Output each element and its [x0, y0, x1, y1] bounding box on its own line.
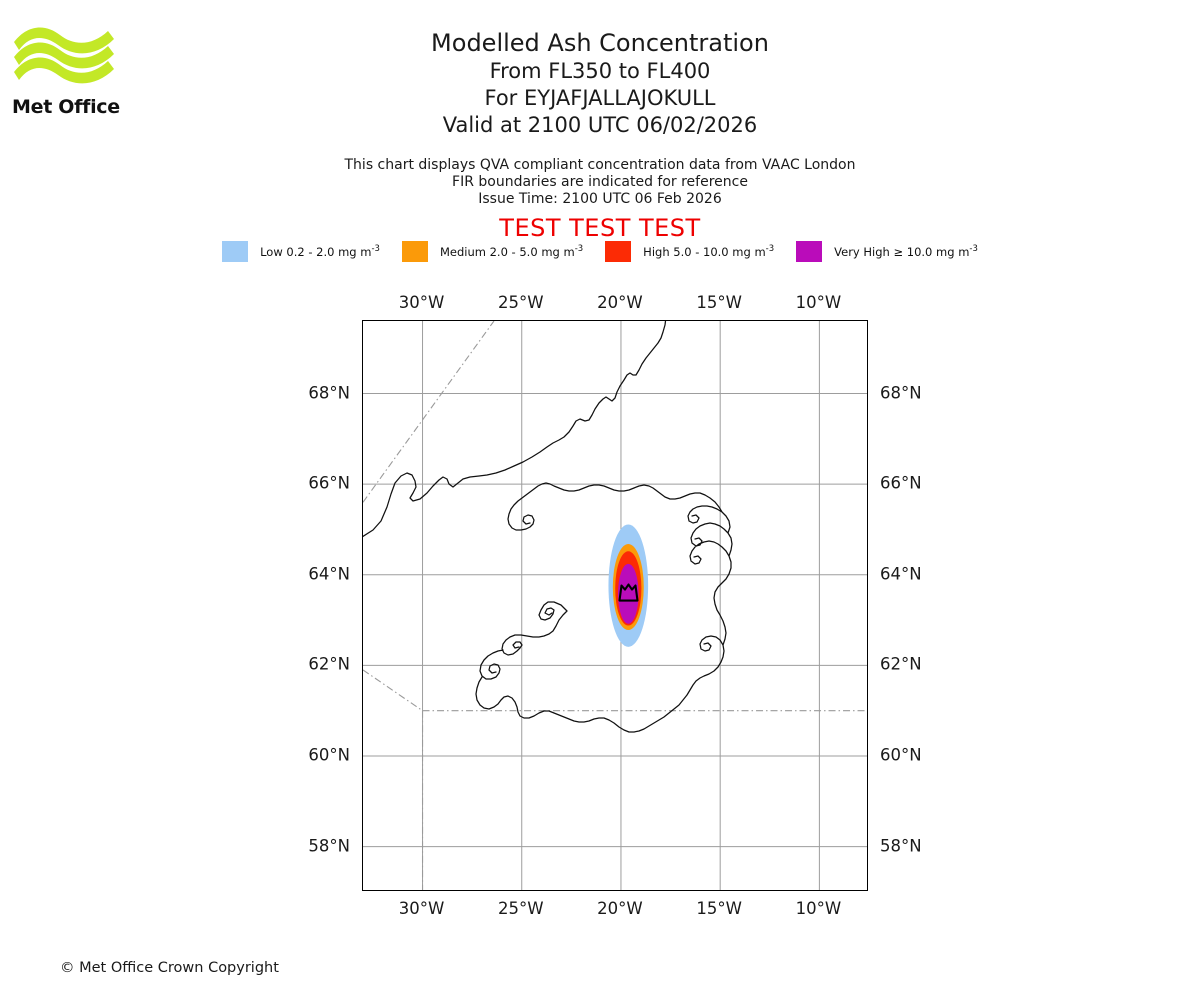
lon-tick-top-1: 25°W — [497, 293, 544, 312]
lat-tick-left-0: 58°N — [308, 836, 350, 856]
ash-plume-contours — [608, 524, 649, 647]
met-office-waves-logo-icon — [14, 27, 114, 84]
legend-label-very-high: Very High ≥ 10.0 mg m-3 — [834, 243, 978, 259]
lat-tick-right-3: 64°N — [880, 564, 922, 584]
legend-exp-very-high: -3 — [969, 243, 978, 254]
legend-unit-medium: mg m — [541, 244, 575, 259]
lon-tick-bottom-1: 25°W — [497, 899, 544, 918]
met-office-logo: Met Office — [12, 22, 122, 118]
note-issue-time: Issue Time: 2100 UTC 06 Feb 2026 — [478, 191, 722, 207]
copyright-notice: © Met Office Crown Copyright — [60, 960, 279, 976]
lon-tick-top-2: 20°W — [597, 293, 643, 312]
flight-level-subtitle: From FL350 to FL400 — [489, 59, 711, 83]
chart-heading: Modelled Ash Concentration From FL350 to… — [0, 28, 1200, 139]
page-title: Modelled Ash Concentration — [431, 29, 769, 57]
legend-entry-very-high: Very High ≥ 10.0 mg m-3 — [796, 241, 978, 262]
lat-tick-left-1: 60°N — [308, 745, 350, 765]
legend-range-low: 0.2 - 2.0 — [286, 244, 335, 259]
legend-unit-very-high: mg m — [936, 244, 970, 259]
lon-tick-top-4: 10°W — [795, 293, 842, 312]
lat-tick-right-0: 58°N — [880, 836, 922, 856]
legend-exp-low: -3 — [371, 243, 380, 254]
fir-segment-reykjavik-sw-diagonal — [363, 321, 495, 503]
legend-exp-medium: -3 — [574, 243, 584, 254]
legend-range-high: 5.0 - 10.0 — [673, 244, 729, 259]
note-qva: This chart displays QVA compliant concen… — [344, 157, 856, 173]
lat-tick-left-2: 62°N — [308, 654, 350, 674]
legend-unit-high: mg m — [732, 244, 766, 259]
fir-segment-shanwick-diagonal — [363, 669, 423, 712]
lat-tick-right-4: 66°N — [880, 473, 922, 493]
met-office-wordmark: Met Office — [12, 96, 120, 118]
volcano-marker-icon — [618, 583, 639, 602]
ash-concentration-map[interactable]: 30°W 30°W 25°W 25°W 20°W 20°W 15°W 15°W 10°W 10°W… — [308, 293, 921, 918]
legend-entry-high: High 5.0 - 10.0 mg m-3 — [605, 241, 774, 262]
ash-contour-3 — [617, 563, 639, 624]
legend-prefix-medium: Medium — [439, 244, 486, 259]
legend-range-very-high: ≥ 10.0 — [893, 244, 933, 259]
lat-tick-right-1: 60°N — [880, 745, 922, 765]
lon-tick-bottom-4: 10°W — [795, 899, 842, 918]
coastline-greenland — [363, 321, 667, 538]
coastline-iceland — [475, 482, 733, 733]
legend-label-low: Low 0.2 - 2.0 mg m-3 — [260, 243, 380, 259]
lon-tick-top-0: 30°W — [398, 293, 445, 312]
lat-tick-left-4: 66°N — [308, 473, 350, 493]
lat-tick-right-2: 62°N — [880, 654, 922, 674]
legend-prefix-high: High — [643, 244, 670, 259]
legend-label-high: High 5.0 - 10.0 mg m-3 — [643, 243, 775, 259]
legend-prefix-very-high: Very High — [834, 244, 890, 259]
lat-tick-left-5: 68°N — [308, 383, 350, 402]
legend-exp-high: -3 — [765, 243, 775, 254]
lat-tick-left-3: 64°N — [308, 564, 350, 584]
lon-tick-top-3: 15°W — [696, 293, 742, 312]
legend-entry-medium: Medium 2.0 - 5.0 mg m-3 — [401, 241, 584, 262]
lat-tick-right-5: 68°N — [880, 383, 922, 402]
map-plot-frame — [362, 320, 868, 891]
valid-time-subtitle: Valid at 2100 UTC 06/02/2026 — [442, 113, 758, 137]
test-banner: TEST TEST TEST — [499, 214, 701, 242]
map-gridlines — [363, 321, 867, 890]
legend-swatch-very-high-icon — [796, 241, 823, 262]
legend-unit-low: mg m — [338, 244, 372, 259]
lon-tick-bottom-2: 20°W — [597, 899, 643, 918]
map-canvas — [363, 321, 867, 890]
lon-tick-bottom-3: 15°W — [696, 899, 742, 918]
volcano-glyph — [618, 583, 639, 602]
coastlines — [363, 321, 733, 733]
legend-range-medium: 2.0 - 5.0 — [489, 244, 538, 259]
volcano-subtitle: For EYJAFJALLAJOKULL — [484, 86, 716, 110]
legend-swatch-medium-icon — [401, 241, 428, 262]
legend-entry-low: Low 0.2 - 2.0 mg m-3 — [222, 241, 380, 262]
legend-swatch-high-icon — [605, 241, 632, 262]
fir-boundaries — [363, 321, 867, 890]
legend-label-medium: Medium 2.0 - 5.0 mg m-3 — [439, 243, 584, 259]
legend-swatch-low-icon — [222, 241, 249, 262]
legend-prefix-low: Low — [260, 244, 283, 259]
note-fir: FIR boundaries are indicated for referen… — [452, 174, 748, 190]
lon-tick-bottom-0: 30°W — [398, 899, 445, 918]
chart-notes: This chart displays QVA compliant concen… — [0, 157, 1200, 208]
concentration-legend: Low 0.2 - 2.0 mg m-3 Medium 2.0 - 5.0 mg… — [0, 241, 1200, 262]
